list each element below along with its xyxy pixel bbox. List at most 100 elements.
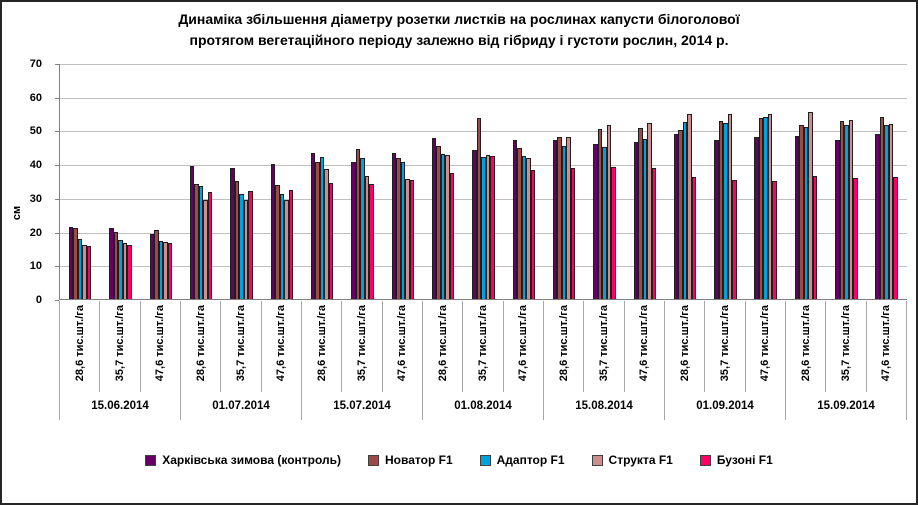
bar bbox=[163, 242, 168, 299]
bar-group bbox=[141, 64, 181, 299]
chart-title: Динаміка збільшення діаметру розетки лис… bbox=[2, 9, 916, 51]
bar bbox=[86, 246, 92, 299]
density-cell: 47,6 тис.шт./га bbox=[625, 301, 665, 392]
density-cell: 35,7 тис.шт./га bbox=[463, 301, 504, 392]
legend-swatch-icon bbox=[699, 454, 711, 466]
density-cell: 28,6 тис.шт./га bbox=[544, 301, 585, 392]
legend-item: Харківська зимова (контроль) bbox=[145, 453, 341, 467]
y-axis-tick-label: 40 bbox=[29, 159, 42, 172]
density-cell: 28,6 тис.шт./га bbox=[302, 301, 343, 392]
density-cell: 35,7 тис.шт./га bbox=[221, 301, 262, 392]
density-cell: 47,6 тис.шт./га bbox=[383, 301, 423, 392]
bar bbox=[189, 165, 195, 299]
bar bbox=[351, 161, 356, 299]
density-cell: 28,6 тис.шт./га bbox=[665, 301, 706, 392]
bar bbox=[109, 227, 114, 299]
density-cell: 47,6 тис.шт./га bbox=[867, 301, 907, 392]
bar bbox=[526, 157, 531, 299]
bar bbox=[440, 154, 446, 299]
date-label: 15.06.2014 bbox=[59, 392, 181, 420]
bar bbox=[763, 117, 768, 299]
bar bbox=[77, 239, 83, 299]
y-axis-tick-label: 10 bbox=[29, 260, 42, 273]
density-label: 28,6 тис.шт./га bbox=[436, 305, 449, 382]
date-label: 15.08.2014 bbox=[544, 392, 665, 420]
y-axis-tick-mark bbox=[55, 232, 59, 234]
date-label: 01.07.2014 bbox=[181, 392, 302, 420]
density-cell: 35,7 тис.шт./га bbox=[100, 301, 141, 392]
bar bbox=[360, 158, 365, 299]
bar bbox=[198, 186, 204, 299]
bar bbox=[682, 121, 688, 299]
bar-groups bbox=[60, 64, 907, 299]
bar bbox=[122, 243, 128, 299]
y-axis-tick-label: 0 bbox=[35, 294, 42, 306]
legend: Харківська зимова (контроль) Новатор F1 Ад… bbox=[2, 453, 916, 467]
density-label: 47,6 тис.шт./га bbox=[759, 305, 772, 382]
bar bbox=[167, 242, 173, 299]
bar bbox=[472, 150, 477, 299]
legend-swatch-icon bbox=[145, 454, 157, 466]
date-label: 15.09.2014 bbox=[786, 392, 907, 420]
legend-label: Харківська зимова (контроль) bbox=[162, 453, 342, 467]
bar bbox=[490, 155, 495, 299]
bar bbox=[651, 167, 656, 299]
bar bbox=[853, 177, 858, 299]
bar bbox=[400, 161, 406, 299]
bar-group bbox=[625, 64, 665, 299]
bar-group bbox=[342, 64, 382, 299]
bar bbox=[673, 134, 679, 299]
bar bbox=[319, 156, 325, 299]
bar bbox=[436, 145, 441, 299]
bar bbox=[405, 178, 410, 299]
bar-group bbox=[544, 64, 584, 299]
plot-area bbox=[59, 64, 907, 300]
bar bbox=[364, 176, 370, 299]
density-label: 35,7 тис.шт./га bbox=[718, 305, 731, 382]
legend-swatch-icon bbox=[591, 454, 603, 466]
date-label: 01.09.2014 bbox=[665, 392, 786, 420]
density-label: 28,6 тис.шт./га bbox=[678, 305, 691, 382]
bar-group bbox=[584, 64, 624, 299]
bar bbox=[154, 230, 159, 299]
bar bbox=[279, 193, 285, 299]
legend-swatch-icon bbox=[368, 454, 380, 466]
bar-group bbox=[867, 64, 907, 299]
density-label: 47,6 тис.шт./га bbox=[154, 305, 167, 382]
bar bbox=[602, 146, 607, 299]
bar bbox=[449, 172, 455, 299]
bar bbox=[714, 140, 719, 299]
density-cell: 47,6 тис.шт./га bbox=[141, 301, 181, 392]
bar bbox=[687, 113, 692, 299]
y-axis-tick-mark bbox=[55, 300, 59, 301]
chart-title-line-2: протягом вегетаційного періоду залежно в… bbox=[189, 32, 729, 48]
bar bbox=[207, 192, 213, 299]
legend-item: Структа F1 bbox=[591, 453, 673, 467]
date-label: 01.08.2014 bbox=[423, 392, 544, 420]
density-label: 47,6 тис.шт./га bbox=[275, 305, 288, 382]
bar bbox=[517, 148, 522, 299]
density-cell: 47,6 тис.шт./га bbox=[504, 301, 544, 392]
density-label: 35,7 тис.шт./га bbox=[476, 305, 489, 382]
density-cell: 28,6 тис.шт./га bbox=[786, 301, 827, 392]
density-cell: 28,6 тис.шт./га bbox=[181, 301, 222, 392]
bar-group bbox=[221, 64, 261, 299]
bar-group bbox=[60, 64, 100, 299]
bar bbox=[118, 240, 123, 299]
legend-label: Бузоні F1 bbox=[716, 453, 773, 467]
bar bbox=[767, 113, 773, 299]
bar bbox=[723, 123, 728, 299]
density-label: 35,7 тис.шт./га bbox=[839, 305, 852, 382]
bar bbox=[284, 199, 289, 299]
bar bbox=[310, 153, 316, 299]
bar-group bbox=[383, 64, 423, 299]
bar-group bbox=[423, 64, 463, 299]
density-label: 47,6 тис.шт./га bbox=[880, 305, 893, 382]
bar bbox=[158, 241, 164, 299]
bar bbox=[888, 124, 894, 299]
density-label: 28,6 тис.шт./га bbox=[315, 305, 328, 382]
bar bbox=[633, 141, 638, 299]
bar bbox=[328, 182, 334, 299]
bar bbox=[772, 181, 777, 299]
y-axis-tick-mark bbox=[55, 198, 59, 200]
